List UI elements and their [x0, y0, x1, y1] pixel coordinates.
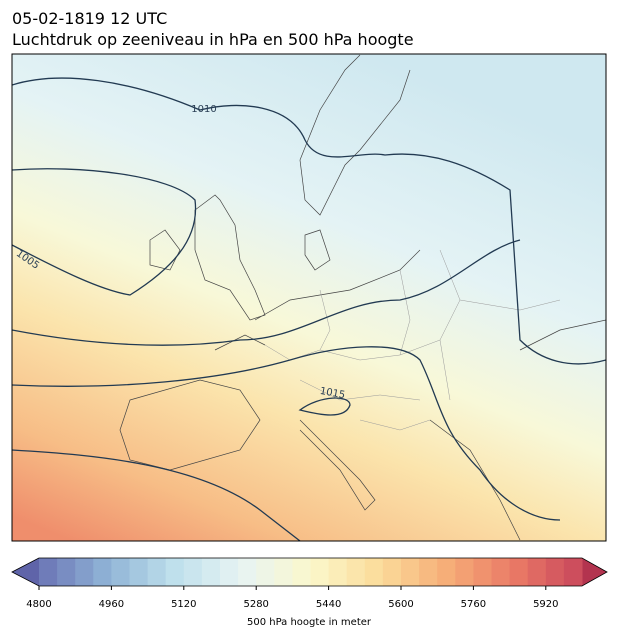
colorbar-swatch	[364, 558, 384, 586]
colorbar-over	[582, 558, 607, 586]
colorbar: 4800 4960 5120 5280 5440 5600 5760 5920	[11, 557, 608, 610]
title: 05-02-1819 12 UTC	[12, 9, 167, 28]
colorbar-tick-label: 5920	[533, 599, 558, 610]
map-background	[12, 54, 606, 541]
colorbar-swatch	[437, 558, 456, 586]
colorbar-swatch	[509, 558, 529, 586]
isobar	[12, 77, 606, 365]
isobar	[298, 397, 351, 416]
colorbar-swatch	[75, 558, 94, 586]
borders	[264, 249, 561, 431]
colorbar-tick-label: 5120	[171, 599, 196, 610]
contour-label: 1010	[191, 104, 216, 115]
colorbar-swatch	[401, 558, 420, 586]
colorbar-tick-label: 5600	[388, 599, 413, 610]
colorbar-swatch	[545, 558, 565, 586]
colorbar-swatch	[183, 558, 203, 586]
colorbar-tick-label: 4800	[26, 599, 51, 610]
colorbar-swatch	[201, 558, 221, 586]
colorbar-swatch	[527, 558, 547, 586]
colorbar-swatch	[491, 558, 511, 586]
colorbar-swatch	[473, 558, 492, 586]
colorbar-swatch	[419, 558, 438, 586]
contour-label: 1015	[319, 386, 346, 401]
coastline	[119, 54, 606, 541]
map: 1010 1005 1015	[12, 54, 606, 541]
colorbar-swatch	[274, 558, 293, 586]
isobar	[12, 346, 561, 521]
colorbar-swatch	[220, 558, 239, 586]
colorbar-frame	[11, 557, 608, 587]
isobar	[12, 239, 521, 346]
map-frame	[11, 53, 607, 542]
colorbar-swatch	[563, 558, 583, 586]
colorbar-label: 500 hPa hoogte in meter	[247, 617, 372, 628]
colorbar-tick-label: 5760	[461, 599, 486, 610]
colorbar-swatch	[292, 558, 311, 586]
subtitle: Luchtdruk op zeeniveau in hPa en 500 hPa…	[12, 30, 414, 49]
colorbar-swatch	[328, 558, 348, 586]
colorbar-swatch	[39, 558, 58, 586]
colorbar-swatch	[165, 558, 185, 586]
colorbar-swatch	[455, 558, 474, 586]
colorbar-swatch	[238, 558, 257, 586]
colorbar-under	[12, 558, 39, 586]
isobar	[12, 449, 301, 541]
colorbar-swatch	[310, 558, 330, 586]
colorbar-swatch	[256, 558, 275, 586]
colorbar-swatch	[93, 558, 112, 586]
isobar	[12, 168, 197, 296]
colorbar-tick-label: 4960	[99, 599, 124, 610]
colorbar-swatch	[129, 558, 149, 586]
colorbar-swatch	[57, 558, 76, 586]
colorbar-swatch	[382, 558, 402, 586]
colorbar-tick-label: 5280	[243, 599, 268, 610]
colorbar-swatch	[346, 558, 366, 586]
colorbar-swatch	[111, 558, 130, 586]
colorbar-tick-label: 5440	[316, 599, 341, 610]
colorbar-swatch	[147, 558, 167, 586]
